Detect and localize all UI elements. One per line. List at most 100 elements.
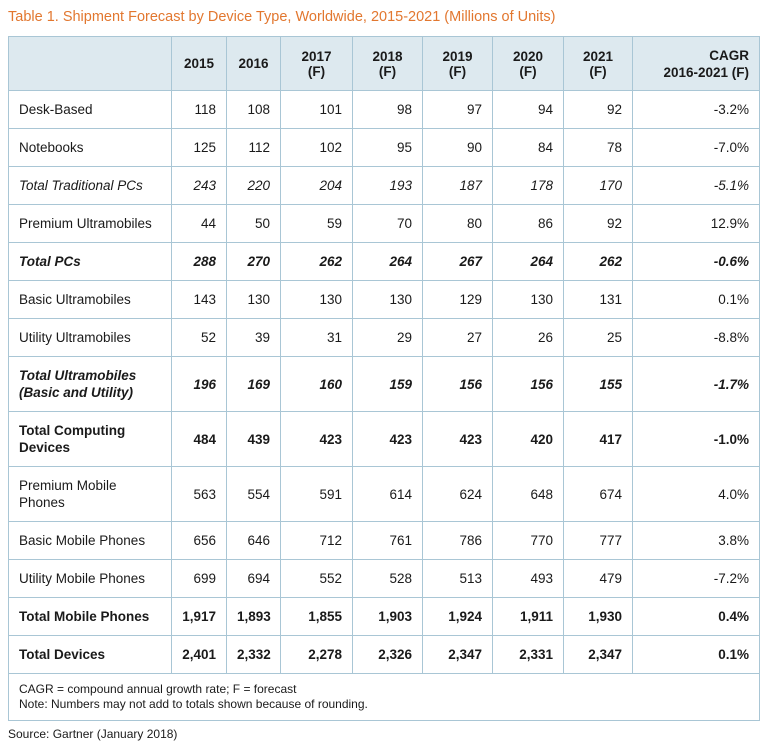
row-label: Total Mobile Phones <box>8 597 172 636</box>
value-cell: 26 <box>492 318 564 357</box>
value-cell: 420 <box>492 411 564 467</box>
value-cell: 90 <box>422 128 493 167</box>
value-cell: 712 <box>280 521 353 560</box>
value-cell: 50 <box>226 204 281 243</box>
value-cell: 484 <box>171 411 227 467</box>
value-cell: 70 <box>352 204 423 243</box>
value-cell: 646 <box>226 521 281 560</box>
value-cell: 130 <box>352 280 423 319</box>
value-cell: 614 <box>352 466 423 522</box>
table-row: Total Ultramobiles (Basic and Utility) 196… <box>8 356 760 412</box>
column-header: 2020 (F) <box>492 36 564 91</box>
value-cell: 554 <box>226 466 281 522</box>
column-header: 2017 (F) <box>280 36 353 91</box>
value-cell: 92 <box>563 204 633 243</box>
value-cell: 27 <box>422 318 493 357</box>
value-cell: 130 <box>226 280 281 319</box>
table-row: Total PCs 288 270 262 264 267 264 262 -0.6% <box>8 242 760 281</box>
value-cell: 423 <box>422 411 493 467</box>
value-cell: 262 <box>280 242 353 281</box>
column-header: 2015 <box>171 36 227 91</box>
row-label: Total PCs <box>8 242 172 281</box>
value-cell: 98 <box>352 90 423 129</box>
table-row: Basic Ultramobiles 143 130 130 130 129 130 131 0… <box>8 280 760 319</box>
value-cell: 2,332 <box>226 635 281 674</box>
value-cell: 423 <box>352 411 423 467</box>
value-cell: 288 <box>171 242 227 281</box>
value-cell: 156 <box>422 356 493 412</box>
value-cell: 270 <box>226 242 281 281</box>
cagr-cell: 4.0% <box>632 466 760 522</box>
value-cell: 493 <box>492 559 564 598</box>
row-label: Total Computing Devices <box>8 411 172 467</box>
value-cell: 528 <box>352 559 423 598</box>
value-cell: 1,903 <box>352 597 423 636</box>
value-cell: 699 <box>171 559 227 598</box>
row-label: Total Traditional PCs <box>8 166 172 205</box>
value-cell: 131 <box>563 280 633 319</box>
source-note: Source: Gartner (January 2018) <box>8 727 178 741</box>
cagr-cell: 0.1% <box>632 280 760 319</box>
table-row: Utility Mobile Phones 699 694 552 528 513 493 4… <box>8 559 760 598</box>
value-cell: 112 <box>226 128 281 167</box>
notes-row: CAGR = compound annual growth rate; F = … <box>8 673 760 721</box>
value-cell: 170 <box>563 166 633 205</box>
value-cell: 130 <box>492 280 564 319</box>
value-cell: 648 <box>492 466 564 522</box>
row-label: Basic Mobile Phones <box>8 521 172 560</box>
note-line: CAGR = compound annual growth rate; F = … <box>19 682 297 696</box>
cagr-cell: 12.9% <box>632 204 760 243</box>
value-cell: 155 <box>563 356 633 412</box>
cagr-cell: -7.2% <box>632 559 760 598</box>
value-cell: 95 <box>352 128 423 167</box>
value-cell: 118 <box>171 90 227 129</box>
column-header: 2021 (F) <box>563 36 633 91</box>
shipment-forecast-table: 2015 2016 2017 (F) 2018 (F) 2019 (F) 2020 (F)… <box>8 36 760 721</box>
value-cell: 143 <box>171 280 227 319</box>
value-cell: 204 <box>280 166 353 205</box>
value-cell: 94 <box>492 90 564 129</box>
value-cell: 86 <box>492 204 564 243</box>
cagr-cell: 0.4% <box>632 597 760 636</box>
value-cell: 92 <box>563 90 633 129</box>
value-cell: 80 <box>422 204 493 243</box>
value-cell: 130 <box>280 280 353 319</box>
value-cell: 439 <box>226 411 281 467</box>
value-cell: 44 <box>171 204 227 243</box>
value-cell: 102 <box>280 128 353 167</box>
table-row: Premium Mobile Phones 563 554 591 614 624 648 67… <box>8 466 760 522</box>
cagr-cell: -1.0% <box>632 411 760 467</box>
value-cell: 1,911 <box>492 597 564 636</box>
value-cell: 29 <box>352 318 423 357</box>
value-cell: 267 <box>422 242 493 281</box>
value-cell: 101 <box>280 90 353 129</box>
value-cell: 243 <box>171 166 227 205</box>
value-cell: 108 <box>226 90 281 129</box>
header-row: 2015 2016 2017 (F) 2018 (F) 2019 (F) 2020 (F)… <box>8 36 760 91</box>
value-cell: 777 <box>563 521 633 560</box>
column-header: 2019 (F) <box>422 36 493 91</box>
value-cell: 479 <box>563 559 633 598</box>
value-cell: 52 <box>171 318 227 357</box>
value-cell: 1,930 <box>563 597 633 636</box>
value-cell: 169 <box>226 356 281 412</box>
cagr-cell: -0.6% <box>632 242 760 281</box>
value-cell: 193 <box>352 166 423 205</box>
cagr-cell: 3.8% <box>632 521 760 560</box>
value-cell: 656 <box>171 521 227 560</box>
value-cell: 196 <box>171 356 227 412</box>
row-label: Utility Mobile Phones <box>8 559 172 598</box>
cagr-cell: -8.8% <box>632 318 760 357</box>
row-label: Desk-Based <box>8 90 172 129</box>
row-label: Total Devices <box>8 635 172 674</box>
value-cell: 761 <box>352 521 423 560</box>
row-label: Premium Mobile Phones <box>8 466 172 522</box>
row-label: Notebooks <box>8 128 172 167</box>
table-row: Desk-Based 118 108 101 98 97 94 92 -3.2% <box>8 90 760 129</box>
value-cell: 1,917 <box>171 597 227 636</box>
cagr-cell: -5.1% <box>632 166 760 205</box>
table-row: Total Devices 2,401 2,332 2,278 2,326 2,347 2,… <box>8 635 760 674</box>
value-cell: 2,347 <box>563 635 633 674</box>
value-cell: 1,855 <box>280 597 353 636</box>
value-cell: 423 <box>280 411 353 467</box>
